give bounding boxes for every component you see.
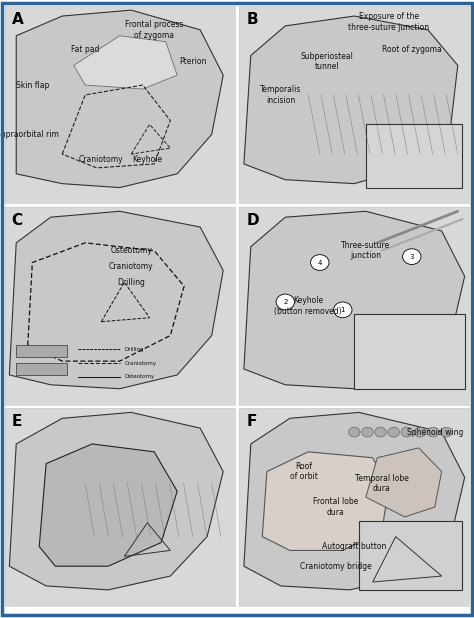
Text: B: B — [246, 12, 258, 27]
Polygon shape — [244, 16, 458, 184]
Text: Craniotomy bridge: Craniotomy bridge — [300, 562, 372, 570]
Polygon shape — [244, 412, 465, 590]
Circle shape — [428, 427, 439, 437]
Text: Temporal lobe
dura: Temporal lobe dura — [355, 473, 409, 493]
Text: Temporalis
incision: Temporalis incision — [260, 85, 301, 104]
Text: Frontal lobe
dura: Frontal lobe dura — [313, 497, 358, 517]
Text: C: C — [12, 213, 23, 228]
Polygon shape — [39, 444, 177, 566]
Polygon shape — [262, 452, 389, 551]
Circle shape — [362, 427, 373, 437]
Text: E: E — [12, 414, 22, 430]
Circle shape — [388, 427, 400, 437]
Text: F: F — [246, 414, 256, 430]
Text: Craniotomy: Craniotomy — [124, 360, 156, 366]
Polygon shape — [74, 36, 177, 89]
Text: Craniotomy: Craniotomy — [109, 262, 154, 271]
Text: Subperiosteal
tunnel: Subperiosteal tunnel — [300, 52, 353, 71]
Text: Skin flap: Skin flap — [16, 80, 49, 90]
Circle shape — [334, 302, 352, 318]
Circle shape — [276, 294, 294, 310]
Circle shape — [375, 427, 386, 437]
Text: Roof
of orbit: Roof of orbit — [290, 462, 318, 481]
Text: Keyhole: Keyhole — [132, 156, 163, 164]
Circle shape — [440, 427, 452, 437]
Text: Exposure of the
three-suture junction: Exposure of the three-suture junction — [348, 12, 429, 32]
Text: Autograft button: Autograft button — [322, 542, 386, 551]
Text: Drilling: Drilling — [117, 277, 145, 287]
Bar — [366, 124, 462, 188]
Polygon shape — [366, 448, 442, 517]
Circle shape — [348, 427, 360, 437]
Text: Osteotomy: Osteotomy — [110, 246, 152, 255]
Text: Fat pad: Fat pad — [71, 45, 100, 54]
Text: 3: 3 — [410, 253, 414, 260]
Text: Root of zygoma: Root of zygoma — [382, 45, 442, 54]
Text: Drilling: Drilling — [124, 347, 144, 352]
Text: Frontal process
of zygoma: Frontal process of zygoma — [125, 20, 183, 40]
Polygon shape — [9, 412, 223, 590]
Text: Supraorbital rim: Supraorbital rim — [0, 130, 59, 139]
Text: 2: 2 — [283, 299, 287, 305]
Circle shape — [310, 255, 329, 271]
Text: D: D — [246, 213, 259, 228]
Circle shape — [414, 427, 426, 437]
Text: Pterion: Pterion — [180, 57, 207, 66]
Text: A: A — [12, 12, 23, 27]
Text: Keyhole
(button removed): Keyhole (button removed) — [274, 296, 342, 316]
Bar — [359, 521, 462, 590]
Text: 1: 1 — [340, 307, 345, 313]
Text: Three-suture
junction: Three-suture junction — [341, 241, 391, 260]
Text: 4: 4 — [318, 260, 322, 266]
Circle shape — [402, 248, 421, 265]
Bar — [354, 314, 465, 389]
Text: Sphenoid wing: Sphenoid wing — [407, 428, 463, 436]
Polygon shape — [9, 211, 223, 389]
Bar — [16, 345, 67, 357]
Text: Osteotomy: Osteotomy — [124, 375, 155, 379]
Polygon shape — [244, 211, 465, 389]
Bar — [16, 363, 67, 375]
Circle shape — [401, 427, 412, 437]
Polygon shape — [16, 10, 223, 188]
Text: Craniotomy: Craniotomy — [79, 156, 124, 164]
